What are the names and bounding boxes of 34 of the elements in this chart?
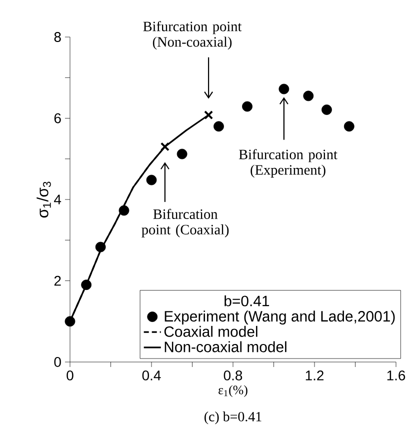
y-tick-label: 0 (54, 357, 61, 367)
annotation: Bifurcation point (Non-coaxial) (143, 21, 242, 50)
x-tick-label: 0 (66, 370, 74, 380)
y-tick-label: 4 (54, 194, 62, 204)
point (204, 110, 214, 120)
point (81, 280, 92, 290)
x-tick-label: 0.4 (142, 370, 161, 380)
point (214, 121, 224, 132)
point (146, 174, 157, 186)
point (344, 121, 354, 132)
legend-label: Coaxial model (164, 326, 258, 337)
x-axis-title: ε$_{1}$(%) (218, 385, 248, 397)
y-tick-label: 6 (54, 113, 61, 124)
y-tick-label: 2 (54, 276, 61, 286)
y-tick-label: 8 (54, 32, 61, 42)
x-tick-label: 0.8 (224, 370, 242, 380)
legend-label: Experiment (Wang and Lade,2001) (164, 310, 395, 325)
legend-title: b=0.41 (224, 295, 270, 306)
point (322, 104, 332, 115)
x-tick-label: 1.6 (387, 370, 406, 380)
x-tick-label: 1.2 (306, 370, 324, 380)
point (160, 142, 170, 152)
y-axis-title: σ$_{1}$/σ$_{3}$ (36, 182, 51, 218)
point (176, 148, 188, 160)
point (303, 90, 314, 102)
point (278, 84, 290, 94)
annotation: Bifurcation point (Coaxial) (142, 208, 229, 238)
legend-label: Non-coaxial model (164, 341, 286, 352)
point (118, 205, 130, 216)
annotation: Bifurcation point (Experiment) (238, 149, 338, 178)
point (64, 316, 76, 327)
text: (c) b=0.41 (204, 412, 262, 424)
point (242, 101, 252, 112)
point (95, 242, 106, 252)
